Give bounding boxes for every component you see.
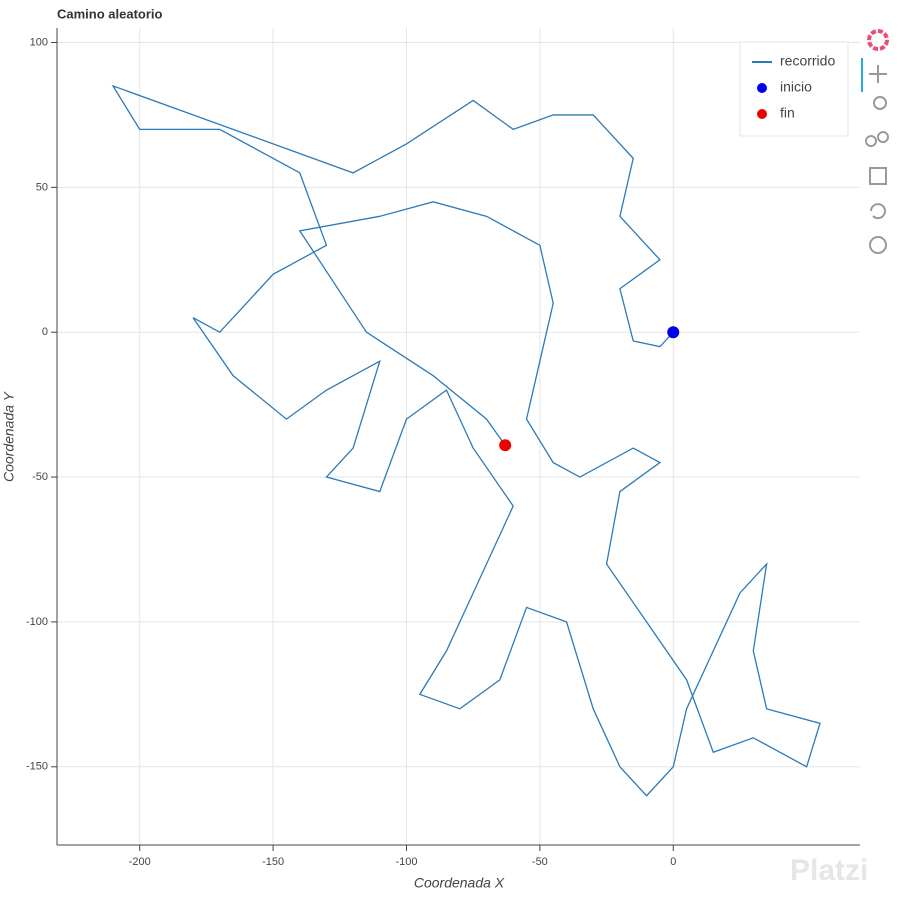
watermark: Platzi: [790, 854, 868, 887]
reset-tool[interactable]: [870, 203, 886, 220]
y-tick-label: 100: [30, 36, 48, 48]
y-tick-label: -50: [32, 471, 48, 483]
box-zoom-tool[interactable]: [873, 96, 887, 110]
x-tick-label: 0: [670, 856, 676, 868]
x-tick-label: -100: [395, 856, 417, 868]
x-tick-label: -200: [129, 856, 151, 868]
toolbar: [861, 29, 889, 254]
y-tick-label: 0: [42, 326, 48, 338]
point: [667, 326, 680, 339]
y-tick-label: -150: [26, 761, 48, 773]
x-tick-label: -150: [262, 856, 284, 868]
point: [499, 439, 512, 452]
pan-tool[interactable]: [869, 65, 887, 83]
legend-label: inicio: [780, 79, 812, 95]
legend-label: recorrido: [780, 53, 835, 69]
walk-line: [111, 84, 821, 797]
y-tick-label: -100: [26, 616, 48, 628]
y-axis-label: Coordenada Y: [1, 390, 17, 482]
legend-label: fin: [780, 105, 795, 121]
x-tick-label: -50: [532, 856, 548, 868]
legend: recorrido inicio fin: [739, 41, 849, 137]
plot-area: [57, 28, 860, 845]
x-axis-label: Coordenada X: [414, 875, 505, 891]
save-tool[interactable]: [869, 167, 887, 185]
legend-swatch: [757, 83, 767, 93]
wheel-zoom-tool[interactable]: [865, 131, 889, 148]
y-tick-label: 50: [36, 181, 48, 193]
bokeh-logo[interactable]: [867, 29, 889, 51]
legend-swatch: [757, 109, 767, 119]
chart-title: Camino aleatorio: [57, 6, 163, 21]
help-tool[interactable]: [869, 236, 887, 254]
